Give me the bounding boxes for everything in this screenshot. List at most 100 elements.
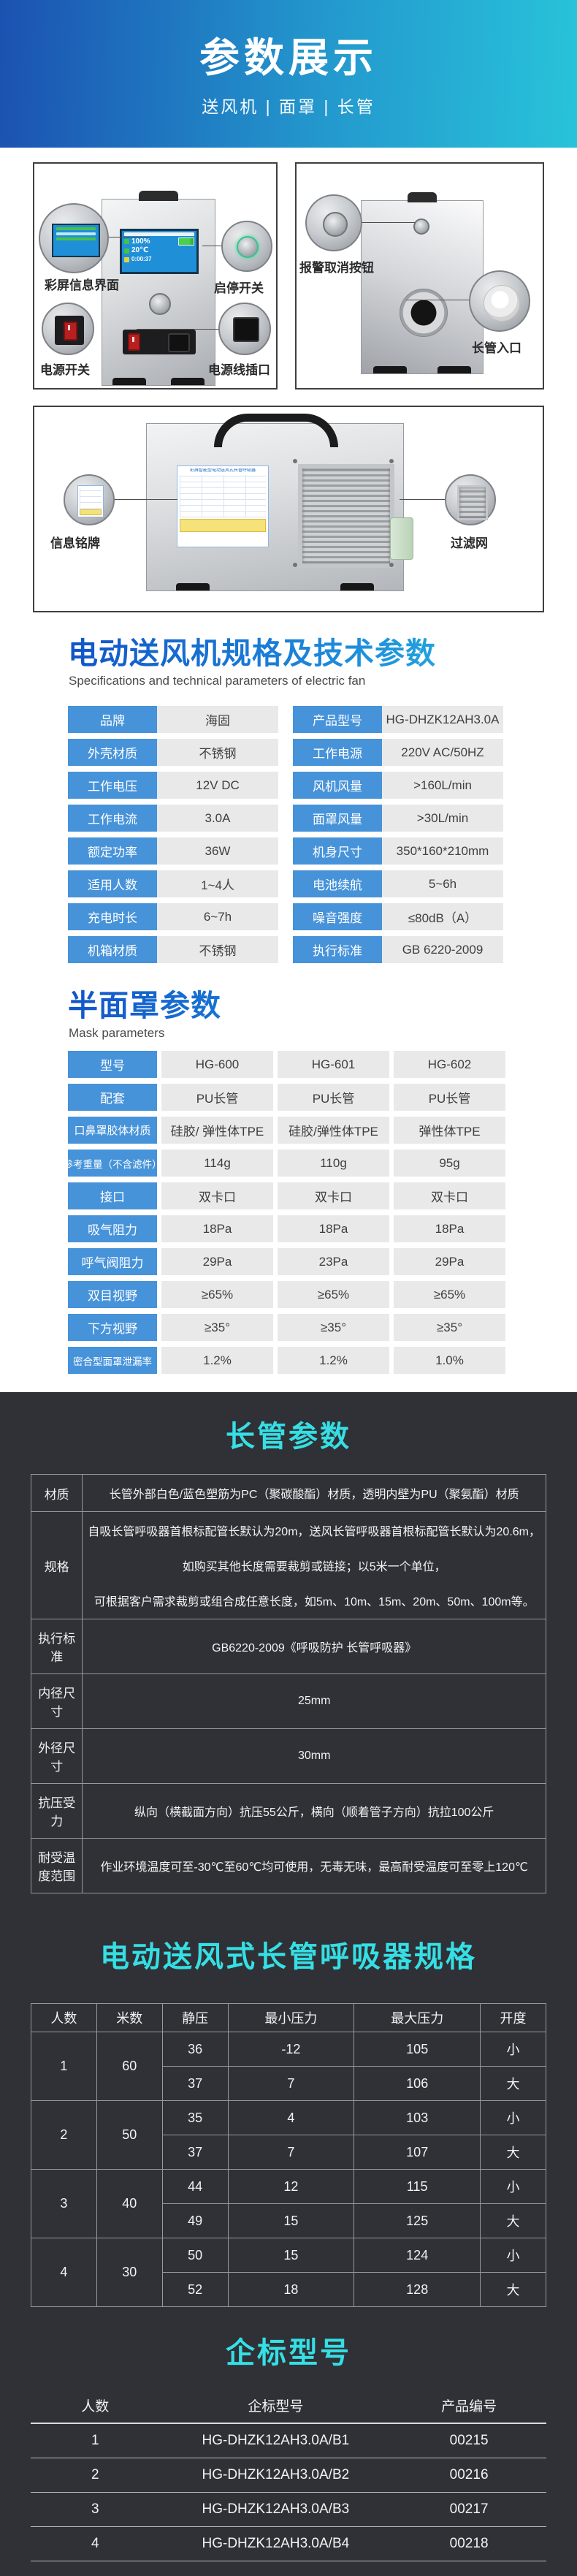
pressure-persons-cell: 4 xyxy=(31,2238,97,2307)
pressure-table: 人数 米数 静压 最小压力 最大压力 开度 1 60 36 -12 105 小 37 7 106 大 2 50 3… xyxy=(31,2003,546,2307)
power-inlet-zoom-circle xyxy=(218,303,271,355)
mask-spec-value: 弹性体TPE xyxy=(394,1117,505,1144)
fan-spec-row: 工作电流 3.0A 面罩风量 >30L/min xyxy=(68,805,577,832)
fan-spec-row: 充电时长 6~7h 噪音强度 ≤80dB（A） xyxy=(68,903,577,930)
callout-line xyxy=(137,329,221,330)
screw xyxy=(293,563,297,567)
callout-line xyxy=(112,499,177,500)
screen-titlebar xyxy=(124,232,194,236)
mask-spec-row: 呼气阀阻力 29Pa 23Pa 29Pa xyxy=(68,1248,577,1275)
tube-inlet-zoom-circle xyxy=(469,270,530,332)
fan-spec-value: 6~7h xyxy=(157,903,278,930)
screw xyxy=(293,459,297,463)
blower-device-side: 彩屏智能型电动送风式长管呼吸器 xyxy=(146,414,413,591)
mask-spec-label: 配套 xyxy=(68,1084,157,1111)
model-value-cell: HG-DHZK12AH3.0A/B4 xyxy=(159,2526,392,2561)
model-value-cell: 3 xyxy=(31,2492,160,2527)
side-port xyxy=(390,517,413,560)
pressure-value-cell: 大 xyxy=(480,2203,546,2238)
pressure-value-cell: 小 xyxy=(480,2169,546,2204)
product-photo-row: 100% 20℃ 0:00:37 彩屏信息界面 启停开关 xyxy=(0,148,577,390)
tube-spec-value: GB6220-2009《呼吸防护 长管呼吸器》 xyxy=(82,1619,546,1674)
pressure-value-cell: 107 xyxy=(354,2135,481,2170)
pressure-header-cell: 最大压力 xyxy=(354,2003,481,2032)
screw xyxy=(389,563,394,567)
fan-spec-label: 风机风量 xyxy=(293,772,382,799)
fan-spec-section: 电动送风机规格及技术参数 Specifications and technica… xyxy=(0,628,577,963)
model-value-cell: 1 xyxy=(31,2423,160,2458)
device-foot xyxy=(171,378,205,385)
nameplate-grid xyxy=(180,475,266,517)
fan-spec-label: 面罩风量 xyxy=(293,805,382,832)
pressure-data-row: 49 15 125 大 xyxy=(31,2203,546,2238)
model-header-cell: 企标型号 xyxy=(159,2387,392,2424)
tube-spec-line: 作业环境温度可至-30℃至60℃均可使用，无毒无味，最高耐受温度可至零上120℃ xyxy=(100,1861,528,1874)
tube-spec-value: 纵向（横截面方向）抗压55公斤，横向（顺着管子方向）抗拉100公斤 xyxy=(82,1783,546,1839)
pressure-data-row: 37 7 106 大 xyxy=(31,2066,546,2101)
mask-spec-value: 18Pa xyxy=(278,1215,389,1242)
model-data-row: 1 HG-DHZK12AH3.0A/B1 00215 xyxy=(31,2423,546,2458)
fan-spec-label: 适用人数 xyxy=(68,870,157,897)
model-table: 人数 企标型号 产品编号 1 HG-DHZK12AH3.0A/B1 00215 2 HG-D… xyxy=(31,2387,546,2561)
pressure-data-row: 4 30 50 15 124 小 xyxy=(31,2238,546,2307)
pressure-meters-cell: 60 xyxy=(96,2032,163,2101)
mask-spec-value: PU长管 xyxy=(278,1084,389,1111)
pressure-data-row: 1 60 36 -12 105 小 xyxy=(31,2032,546,2101)
fan-spec-label: 工作电流 xyxy=(68,805,157,832)
fan-spec-label: 电池续航 xyxy=(293,870,382,897)
mask-spec-value: 110g xyxy=(278,1150,389,1177)
model-value-cell: 00218 xyxy=(391,2526,546,2561)
pressure-value-cell: -12 xyxy=(227,2032,355,2067)
pressure-section-title: 电动送风式长管呼吸器规格 xyxy=(100,1941,477,1973)
callout-label-screen: 彩屏信息界面 xyxy=(45,278,119,292)
callout-label-nameplate: 信息铭牌 xyxy=(50,536,100,550)
model-table-head: 人数 企标型号 产品编号 xyxy=(31,2387,546,2424)
pressure-value-cell: 36 xyxy=(161,2032,229,2067)
device-foot xyxy=(112,378,146,385)
mini-screen-line xyxy=(56,227,96,230)
tube-spec-label: 外径尺寸 xyxy=(30,1728,83,1784)
model-value-cell: HG-DHZK12AH3.0A/B1 xyxy=(159,2423,392,2458)
mask-spec-value: ≥35° xyxy=(278,1314,389,1341)
filter-zoom-circle xyxy=(445,474,496,525)
screen-zoom-circle xyxy=(39,203,109,273)
device-knob xyxy=(139,191,178,201)
pressure-header-cell: 开度 xyxy=(480,2003,546,2032)
mask-spec-value: ≥65% xyxy=(394,1281,505,1308)
tube-spec-line: 长管外部白色/蓝色塑筋为PC（聚碳酸酯）材质，透明内壁为PU（聚氨酯）材质 xyxy=(109,1489,519,1501)
screw xyxy=(389,459,394,463)
blower-device-rear xyxy=(361,192,484,374)
mask-spec-label: 吸气阻力 xyxy=(68,1215,157,1242)
device-screen: 100% 20℃ 0:00:37 xyxy=(120,229,199,274)
device-foot xyxy=(373,366,407,373)
dark-section: 长管参数 材质 长管外部白色/蓝色塑筋为PC（聚碳酸酯）材质，透明内壁为PU（聚氨… xyxy=(0,1392,577,2576)
callout-label-tube-inlet: 长管入口 xyxy=(472,341,521,355)
callout-label-power-inlet: 电源线插口 xyxy=(208,363,270,377)
fan-spec-label: 执行标准 xyxy=(293,936,382,963)
mask-spec-value: ≥35° xyxy=(394,1314,505,1341)
tube-inlet-fitting xyxy=(484,285,520,322)
alarm-cancel-button-zoom xyxy=(323,212,348,237)
model-data-row: 4 HG-DHZK12AH3.0A/B4 00218 xyxy=(31,2526,546,2561)
power-socket xyxy=(168,333,190,352)
mask-spec-label: 下方视野 xyxy=(68,1314,157,1341)
tube-spec-line: 可根据客户需求裁剪或组合成任意长度，如5m、10m、15m、20m、50m、10… xyxy=(93,1596,535,1608)
mask-spec-row: 型号 HG-600 HG-601 HG-602 xyxy=(68,1051,577,1078)
power-switch-rocker xyxy=(128,333,140,351)
pressure-header-row: 人数 米数 静压 最小压力 最大压力 开度 xyxy=(31,2003,546,2032)
pressure-value-cell: 4 xyxy=(227,2100,355,2135)
fan-spec-value: >30L/min xyxy=(382,805,503,832)
mask-spec-table: 型号 HG-600 HG-601 HG-602 配套 PU长管 PU长管 PU长管 口鼻罩胶体材… xyxy=(0,1051,577,1374)
tube-spec-row: 外径尺寸 30mm xyxy=(30,1728,546,1784)
nameplate-grid xyxy=(80,488,102,509)
pressure-header-cell: 人数 xyxy=(31,2003,97,2032)
model-data-row: 2 HG-DHZK12AH3.0A/B2 00216 xyxy=(31,2458,546,2493)
fan-spec-label: 产品型号 xyxy=(293,706,382,733)
power-switch-zoom xyxy=(55,316,84,345)
pressure-value-cell: 103 xyxy=(354,2100,481,2135)
model-value-cell: HG-DHZK12AH3.0A/B2 xyxy=(159,2458,392,2493)
mask-spec-value: 23Pa xyxy=(278,1248,389,1275)
tube-spec-label: 规格 xyxy=(30,1511,83,1619)
screen-time: 0:00:37 xyxy=(131,256,152,262)
fan-spec-value: 350*160*210mm xyxy=(382,837,503,865)
